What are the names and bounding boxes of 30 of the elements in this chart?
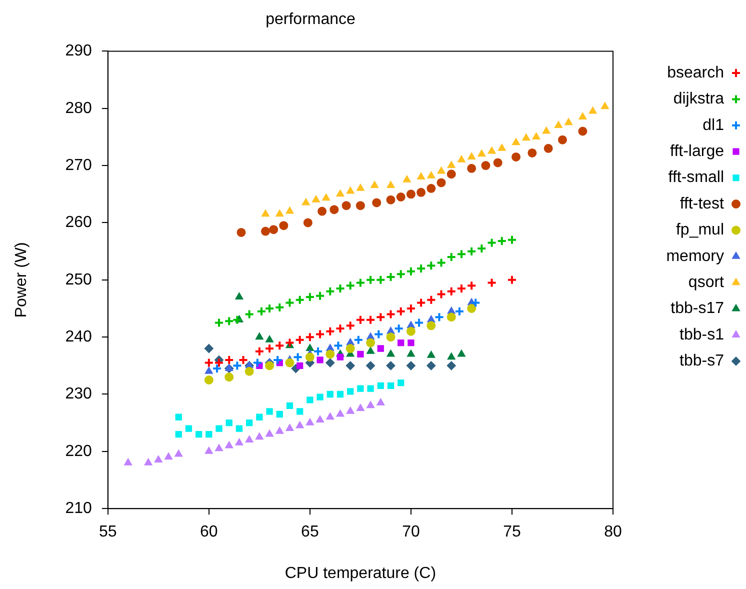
legend-label: fft-large [670,143,724,160]
x-tick-label: 80 [604,524,622,541]
x-tick-label: 55 [98,524,117,541]
y-tick-label: 270 [65,156,92,174]
legend-label: dijkstra [673,90,724,108]
legend-label: memory [666,248,724,265]
x-tick-label: 65 [301,524,319,541]
y-tick-label: 230 [65,386,92,403]
y-tick-label: 210 [65,500,92,518]
x-axis-title: CPU temperature (C) [284,564,436,582]
legend-label: tbb-s7 [680,352,724,370]
x-tick-label: 60 [200,524,218,541]
legend-label: bsearch [667,64,724,82]
x-tick-label: 75 [503,524,521,541]
legend-label: qsort [688,274,725,292]
legend-label: tbb-s1 [680,326,724,344]
y-tick-label: 220 [65,442,92,460]
legend-label: fft-small [668,169,724,186]
legend-label: fp_mul [676,222,724,239]
y-tick-label: 280 [65,100,92,117]
legend-label: fft-test [680,195,725,212]
chart-title: performance [266,11,356,28]
y-tick-label: 260 [65,214,92,232]
legend-label: tbb-s17 [670,300,724,318]
legend-label: dl1 [702,116,724,134]
y-tick-label: 290 [65,42,92,60]
y-tick-label: 250 [65,271,92,288]
y-tick-label: 240 [65,328,92,346]
y-axis-title: Power (W) [13,242,30,318]
x-tick-label: 70 [402,524,420,541]
